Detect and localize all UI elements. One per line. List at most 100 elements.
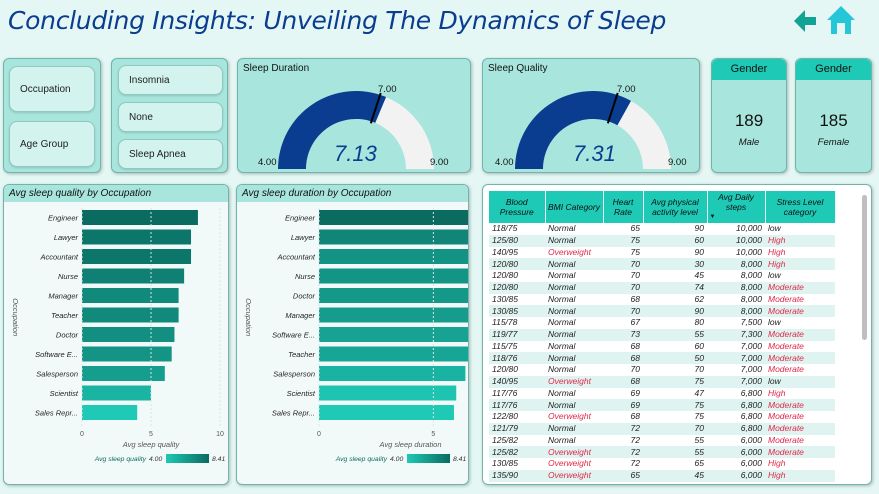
table-cell: 68 xyxy=(603,352,643,364)
column-header[interactable]: BMI Category xyxy=(545,191,604,223)
table-row[interactable]: 120/80 Normal 70 74 8,000 Moderate xyxy=(489,281,835,294)
category-label: Doctor xyxy=(293,292,316,301)
table-cell: 60 xyxy=(643,234,707,247)
table-cell: 50 xyxy=(643,352,707,364)
bar[interactable] xyxy=(82,229,192,245)
table-row[interactable]: 135/90 Overweight 65 45 6,000 High xyxy=(489,469,835,482)
gender-header: Gender xyxy=(796,59,871,80)
table-row[interactable]: 115/75 Normal 68 60 7,000 Moderate xyxy=(489,341,835,353)
table-row[interactable]: 117/76 Normal 69 47 6,800 High xyxy=(489,388,835,400)
legend-min: 4.00 xyxy=(390,456,403,463)
table-cell: 117/76 xyxy=(489,399,545,411)
bar[interactable] xyxy=(82,405,138,420)
column-header[interactable]: Avg physical activity level xyxy=(643,191,708,223)
table-cell: Overweight xyxy=(545,375,603,388)
table-row[interactable]: 125/80 Normal 75 60 10,000 High xyxy=(489,234,835,247)
gauge-target: 7.00 xyxy=(378,84,397,95)
table-row[interactable]: 130/85 Overweight 72 65 6,000 High xyxy=(489,458,835,470)
table-cell: 8,000 xyxy=(707,258,765,270)
table-cell: low xyxy=(768,223,781,234)
table-row[interactable]: 122/80 Overweight 68 75 6,800 Moderate xyxy=(489,411,835,423)
table-row[interactable]: 115/78 Normal 67 80 7,500 low xyxy=(489,317,835,329)
table-cell: Normal xyxy=(545,305,603,317)
table-cell: 70 xyxy=(603,281,643,294)
category-label: Scientist xyxy=(287,389,316,398)
sleep-quality-gauge xyxy=(515,91,671,169)
bar[interactable] xyxy=(319,346,468,362)
bar[interactable] xyxy=(319,307,468,323)
table-row[interactable]: 120/80 Normal 70 45 8,000 low xyxy=(489,270,835,282)
bar[interactable] xyxy=(319,229,468,245)
table-cell: 119/77 xyxy=(489,328,545,341)
bar[interactable] xyxy=(319,366,466,381)
bar[interactable] xyxy=(82,210,198,225)
bar[interactable] xyxy=(82,288,179,303)
legend-max: 8.41 xyxy=(212,456,225,463)
bar[interactable] xyxy=(82,307,179,323)
bar[interactable] xyxy=(319,268,468,284)
category-label: Doctor xyxy=(56,331,79,340)
table-row[interactable]: 117/76 Normal 69 75 6,800 Moderate xyxy=(489,399,835,411)
slicer-none[interactable]: None xyxy=(118,102,223,132)
column-header[interactable]: Stress Level category xyxy=(765,191,836,223)
table-cell: 6,800 xyxy=(740,411,762,422)
table-row[interactable]: 130/85 Normal 68 62 8,000 Moderate xyxy=(489,294,835,306)
table-cell: 75 xyxy=(603,234,643,247)
table-cell: 8,000 xyxy=(707,305,765,317)
table-cell: low xyxy=(765,375,835,388)
slicer-insomnia[interactable]: Insomnia xyxy=(118,65,223,95)
bar[interactable] xyxy=(319,327,468,342)
category-label: Engineer xyxy=(48,214,79,223)
slicer-age-group[interactable]: Age Group xyxy=(9,121,95,167)
table-row[interactable]: 119/77 Normal 73 55 7,300 Moderate xyxy=(489,328,835,341)
table-cell: Normal xyxy=(548,223,576,234)
category-label: Salesperson xyxy=(273,370,315,379)
table-cell: 7,500 xyxy=(740,317,762,328)
gender-male-card: Gender 189 Male xyxy=(711,58,787,173)
bar[interactable] xyxy=(82,249,192,264)
category-label: Engineer xyxy=(285,214,316,223)
bar[interactable] xyxy=(319,385,457,401)
bar[interactable] xyxy=(319,405,454,420)
table-cell: 7,000 xyxy=(740,364,762,375)
table-row[interactable]: 140/95 Overweight 75 90 10,000 High xyxy=(489,247,835,259)
table-row[interactable]: 125/82 Overweight 72 55 6,000 Moderate xyxy=(489,446,835,458)
column-header[interactable]: Avg Daily steps ▼ xyxy=(707,191,766,223)
column-header[interactable]: Heart Rate xyxy=(603,191,644,223)
sort-desc-icon[interactable]: ▼ xyxy=(709,214,716,220)
table-row[interactable]: 121/79 Normal 72 70 6,800 Moderate xyxy=(489,422,835,435)
table-row[interactable]: 118/76 Normal 68 50 7,000 Moderate xyxy=(489,352,835,364)
table-cell: 8,000 xyxy=(707,281,765,294)
table-cell: 125/80 xyxy=(489,234,545,247)
back-arrow-icon[interactable] xyxy=(793,8,817,34)
table-cell: 6,000 xyxy=(740,458,762,469)
table-cell: 68 xyxy=(630,340,640,351)
gauge-min: 4.00 xyxy=(258,157,277,168)
table-row[interactable]: 140/95 Overweight 68 75 7,000 low xyxy=(489,375,835,388)
bar[interactable] xyxy=(82,346,172,362)
table-row[interactable]: 120/80 Normal 70 70 7,000 Moderate xyxy=(489,364,835,376)
bar[interactable] xyxy=(82,385,151,401)
table-cell: 67 xyxy=(630,317,640,328)
bar[interactable] xyxy=(82,327,175,342)
slicer-occupation[interactable]: Occupation xyxy=(9,66,95,112)
slicer-sleep-apnea[interactable]: Sleep Apnea xyxy=(118,139,223,169)
x-tick-label: 5 xyxy=(431,431,435,438)
table-row[interactable]: 120/80 Normal 70 30 8,000 High xyxy=(489,258,835,270)
table-scrollbar[interactable] xyxy=(862,195,867,340)
table-cell: 45 xyxy=(694,270,704,281)
bar[interactable] xyxy=(82,366,165,381)
table-row[interactable]: 118/75 Normal 65 90 10,000 low xyxy=(489,223,835,235)
bar[interactable] xyxy=(82,268,185,284)
legend-label: Avg sleep quality xyxy=(335,456,388,463)
bar[interactable] xyxy=(319,288,468,303)
gender-header: Gender xyxy=(712,59,786,80)
table-cell: 135/90 xyxy=(489,469,545,482)
table-row[interactable]: 125/82 Normal 72 55 6,000 Moderate xyxy=(489,435,835,447)
table-row[interactable]: 130/85 Normal 70 90 8,000 Moderate xyxy=(489,305,835,317)
table-cell: 55 xyxy=(643,328,707,341)
bar[interactable] xyxy=(319,249,468,264)
bar[interactable] xyxy=(319,210,468,225)
column-header[interactable]: Blood Pressure xyxy=(489,191,546,223)
home-icon[interactable] xyxy=(826,5,856,35)
